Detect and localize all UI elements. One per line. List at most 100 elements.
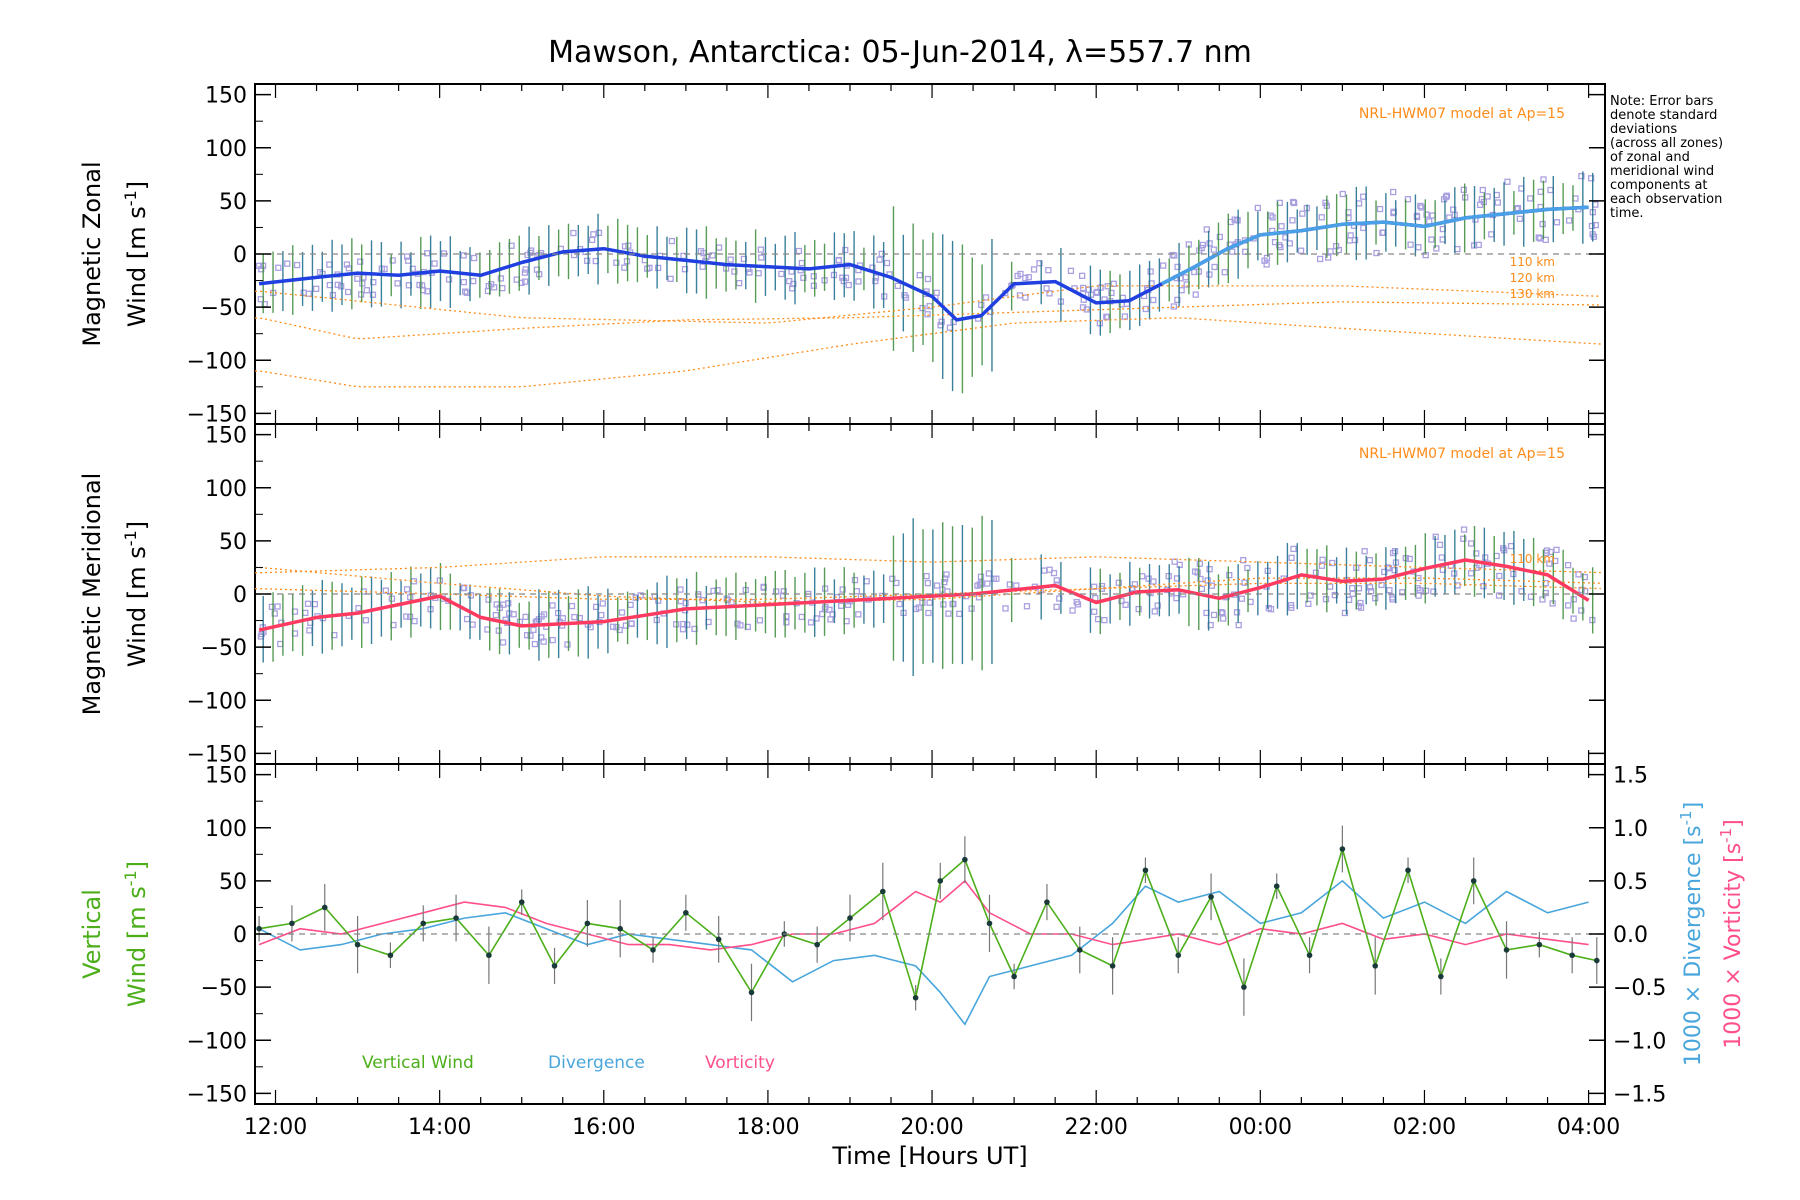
zonal-scatter-point <box>1484 193 1491 200</box>
zonal-scatter-point <box>1429 212 1436 219</box>
vorticity-line <box>258 879 1589 951</box>
meridional-scatter-point <box>1575 571 1582 578</box>
zonal-model-label: NRL-HWM07 model at Ap=15 <box>1359 106 1565 122</box>
meridional-scatter-point <box>304 600 312 607</box>
vertical-wind-point <box>1208 894 1214 900</box>
zonal-scatter-point <box>524 251 531 259</box>
meridional-scatter-point <box>1422 587 1430 594</box>
zonal-scatter-point <box>883 259 891 267</box>
vertical-wind-point <box>584 920 591 927</box>
zonal-scatter-point <box>344 288 352 296</box>
zonal-ytick-label: −100 <box>187 349 247 374</box>
meridional-scatter-point <box>568 602 576 610</box>
vertical-wind-point <box>486 952 492 959</box>
zonal-scatter-point <box>727 256 734 263</box>
zonal-scatter-point <box>1191 268 1198 276</box>
zonal-scatter-point <box>736 279 743 287</box>
vertical-wind-point <box>1503 947 1510 953</box>
meridional-scatter-point <box>1023 603 1031 610</box>
zonal-scatter-point <box>357 258 364 265</box>
vertical-wind-point <box>1273 883 1280 889</box>
zonal-scatter-point <box>924 311 931 318</box>
zonal-scatter-point <box>416 281 423 289</box>
vertical-ylabel-sup: -1 <box>121 870 140 886</box>
zonal-scatter-point <box>1045 267 1052 274</box>
note-block: Note: Error bars denote standard deviati… <box>1610 94 1723 221</box>
zonal-scatter-point <box>1108 289 1115 297</box>
zonal-scatter-point <box>1043 285 1050 292</box>
zonal-scatter-point <box>369 291 377 298</box>
zonal-scatter-point <box>1231 216 1238 223</box>
zonal-scatter-point <box>497 275 505 282</box>
meridional-scatter-point <box>925 609 932 617</box>
zonal-scatter-point <box>329 291 337 299</box>
zonal-scatter-point <box>521 269 529 276</box>
meridional-ylabel-sup: -1 <box>121 530 140 546</box>
zonal-ylabel-line1: Magnetic Zonal <box>78 161 106 346</box>
meridional-scatter-point <box>1219 615 1227 622</box>
zonal-scatter-point <box>1174 263 1181 271</box>
zonal-scatter-point <box>570 229 577 237</box>
zonal-model-curve-2 <box>254 317 1601 388</box>
vertical-ytick-label: 50 <box>219 870 247 895</box>
zonal-scatter-point <box>894 282 902 290</box>
zonal-scatter-point <box>1174 296 1181 304</box>
vertical-wind-point <box>1593 957 1600 964</box>
meridional-scatter-point <box>941 578 948 586</box>
meridional-scatter-point <box>1507 542 1515 550</box>
zonal-scatter-point <box>746 269 753 276</box>
zonal-scatter-point <box>590 231 597 238</box>
meridional-scatter-point <box>1345 596 1353 603</box>
meridional-scatter-point <box>268 603 276 611</box>
meridional-scatter-point <box>855 611 862 618</box>
meridional-scatter-point <box>1495 592 1503 599</box>
meridional-scatter-point <box>853 588 860 595</box>
zonal-scatter-point <box>1440 196 1448 203</box>
meridional-scatter-point <box>1307 592 1314 599</box>
meridional-scatter-point <box>492 611 500 619</box>
meridional-scatter-point <box>306 627 313 634</box>
meridional-scatter-point <box>1372 595 1379 602</box>
zonal-scatter-point <box>950 318 957 326</box>
zonal-scatter-point <box>1527 195 1534 202</box>
zonal-scatter-point <box>795 247 803 255</box>
zonal-scatter-point <box>1150 296 1157 304</box>
vertical-wind-point <box>912 994 919 1001</box>
zonal-scatter-point <box>1346 237 1353 244</box>
zonal-scatter-point <box>1267 212 1274 219</box>
meridional-scatter-point <box>1482 554 1489 561</box>
vertical-wind-point <box>387 952 394 959</box>
zonal-scatter-point <box>1376 205 1384 213</box>
zonal-scatter-point <box>1316 255 1324 263</box>
vertical-wind-point <box>289 920 295 927</box>
meridional-scatter-point <box>274 603 281 610</box>
vertical-wind-point <box>1470 878 1477 884</box>
meridional-scatter-point <box>923 572 930 580</box>
zonal-scatter-point <box>1022 274 1029 282</box>
zonal-scatter-point <box>1547 186 1554 194</box>
zonal-scatter-point <box>1121 313 1128 320</box>
zonal-scatter-point <box>755 270 762 277</box>
meridional-scatter-point <box>827 616 834 623</box>
zonal-scatter-point <box>470 277 477 285</box>
vertical-wind-point <box>1175 952 1182 959</box>
vertical-wind-point <box>1306 952 1313 959</box>
zonal-scatter-point <box>485 282 492 290</box>
meridional-scatter-point <box>714 587 721 594</box>
meridional-scatter-point <box>1226 572 1233 579</box>
meridional-scatter-point <box>1473 550 1480 557</box>
meridional-scatter-point <box>1349 585 1356 592</box>
meridional-scatter-point <box>1238 595 1246 602</box>
meridional-scatter-point <box>1135 605 1142 613</box>
zonal-scatter-point <box>938 318 945 325</box>
zonal-scatter-point <box>1578 172 1585 180</box>
meridional-scatter-point <box>302 609 309 617</box>
meridional-scatter-point <box>1539 596 1546 603</box>
y2tick-label: −1.5 <box>1613 1082 1666 1107</box>
vertical-ytick-label: −100 <box>187 1029 247 1054</box>
legend-vertical-wind: Vertical Wind <box>362 1053 474 1073</box>
zonal-scatter-point <box>1269 214 1276 221</box>
meridional-scatter-point <box>1341 609 1349 617</box>
meridional-scatter-point <box>1467 540 1475 547</box>
zonal-scatter-point <box>284 260 291 267</box>
